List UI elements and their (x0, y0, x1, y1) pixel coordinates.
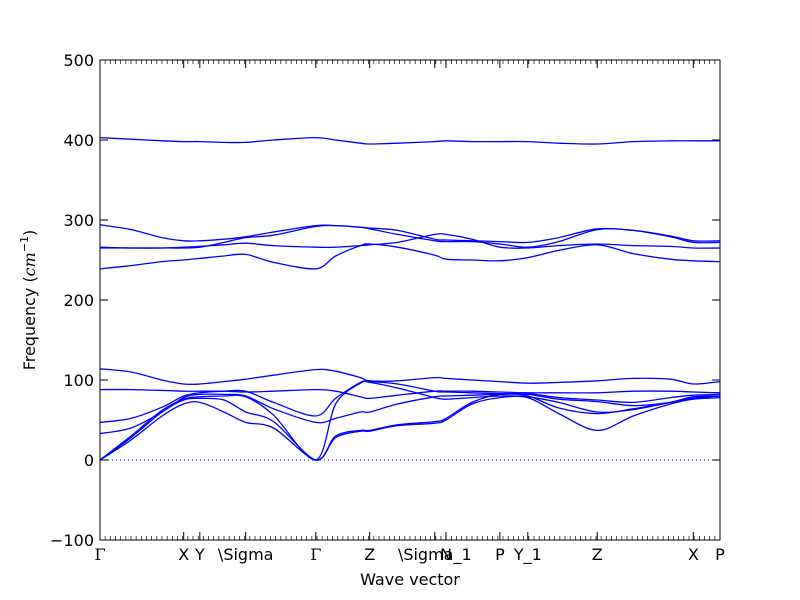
x-tick-label: X (688, 545, 699, 564)
series-line-8 (99, 380, 721, 424)
y-tick-label: −100 (50, 531, 94, 550)
series-line-1 (99, 136, 720, 145)
x-tick-label: \Sigma_1 (398, 545, 472, 565)
y-tick-label: 0 (84, 451, 94, 470)
x-tick-label: Γ (310, 545, 321, 564)
series-line-7 (99, 388, 721, 400)
x-tick-label: N (440, 545, 452, 564)
y-tick-label: 300 (63, 211, 94, 230)
x-tick-label: Y_1 (513, 545, 542, 565)
y-axis-ticks: −100 0 100 200 300 400 500 (50, 51, 720, 550)
y-tick-label: 500 (63, 51, 94, 70)
series-lines (99, 136, 721, 461)
y-axis-label-suffix: ) (20, 230, 39, 236)
x-tick-label: X (178, 545, 189, 564)
y-tick-label: 400 (63, 131, 94, 150)
series-line-9 (99, 393, 721, 435)
x-tick-label: Γ (94, 545, 105, 564)
x-tick-label: P (715, 545, 725, 564)
x-tick-label: P (495, 545, 505, 564)
y-axis-label-prefix: Frequency ( (20, 276, 39, 370)
y-axis-label-exponent: −1 (18, 236, 31, 252)
plot-frame (99, 59, 721, 541)
series-line-5 (99, 243, 721, 270)
plot-area (100, 60, 720, 540)
x-tick-label: Z (364, 545, 375, 564)
x-tick-label: Z (592, 545, 603, 564)
y-tick-label: 100 (63, 371, 94, 390)
series-line-3 (99, 224, 721, 249)
y-axis-label-unit: cm (20, 252, 39, 276)
series-line-11 (99, 393, 721, 461)
x-tick-label: \Sigma (218, 545, 274, 564)
x-tick-label: Y (194, 545, 205, 564)
y-axis-label: Frequency (cm−1) (18, 230, 39, 371)
series-line-4 (100, 232, 721, 249)
series-line-10 (99, 380, 721, 461)
y-tick-label: 200 (63, 291, 94, 310)
series-line-12 (99, 395, 721, 461)
x-axis-label: Wave vector (360, 570, 460, 589)
series-line-6 (99, 368, 721, 386)
